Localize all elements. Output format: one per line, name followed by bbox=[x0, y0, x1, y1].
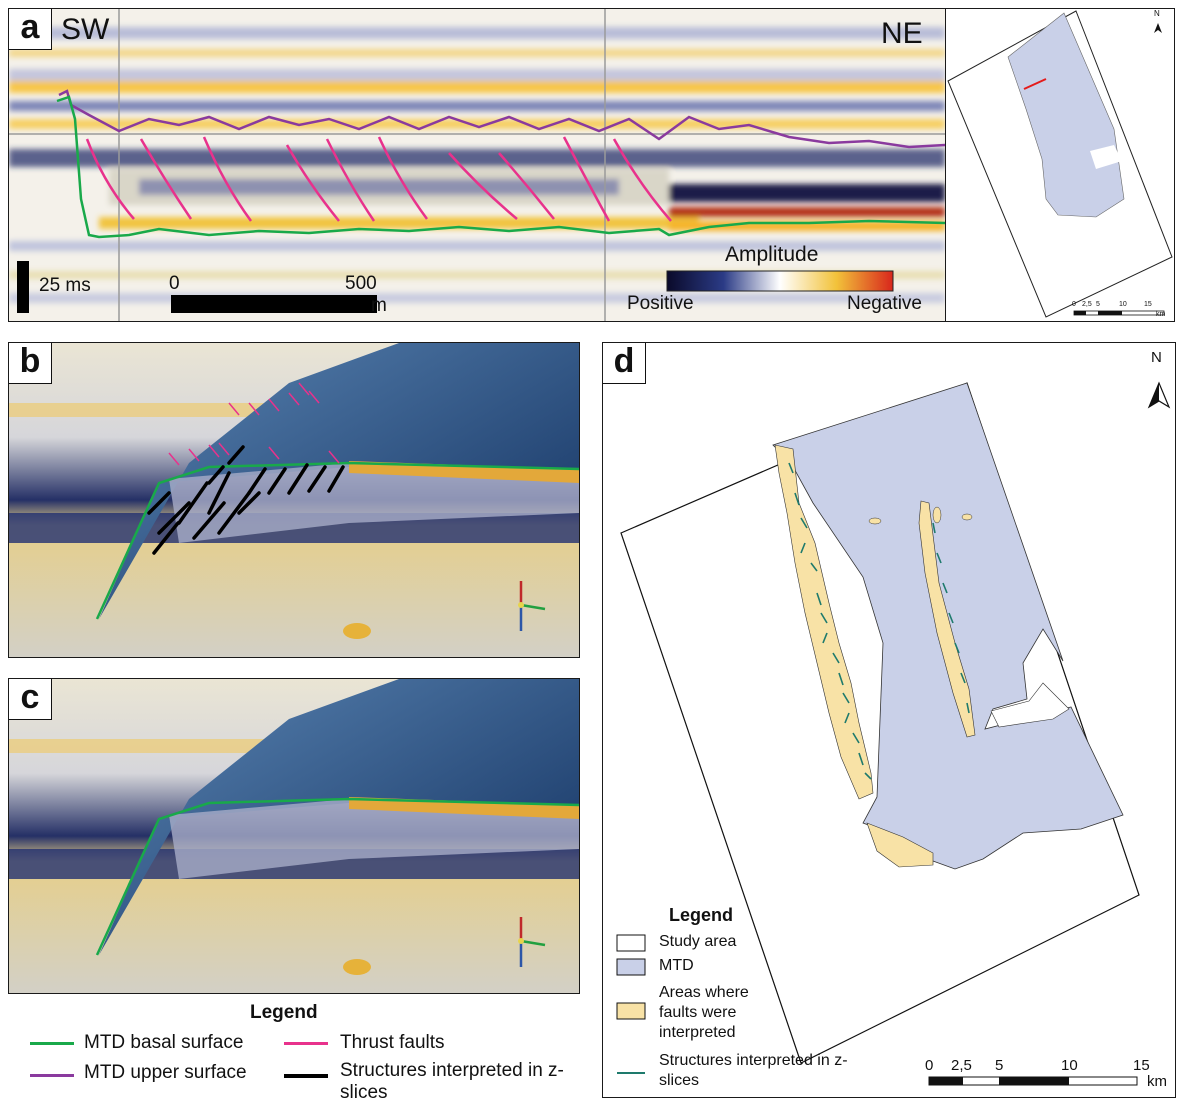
dist-scale-end: 500 bbox=[345, 273, 377, 294]
inset-scale-1: 2,5 bbox=[1082, 301, 1092, 308]
panel-d-legend-title: Legend bbox=[669, 905, 734, 925]
amplitude-low-label: Positive bbox=[627, 293, 694, 314]
panel-c: c bbox=[8, 678, 580, 994]
section-line bbox=[1023, 78, 1047, 90]
inset-scale-2: 5 bbox=[1096, 301, 1100, 308]
d-scale-unit: km bbox=[1147, 1073, 1167, 1090]
panel-b-3d-view bbox=[9, 343, 579, 657]
d-scale-3: 10 bbox=[1061, 1057, 1078, 1074]
d-scale-4: 15 bbox=[1133, 1057, 1150, 1074]
d-scale-1: 2,5 bbox=[951, 1057, 972, 1074]
legend-fault-areas-label: Areas where faults were interpreted bbox=[659, 984, 749, 1041]
legend-z-structures-label: Structures interpreted in z-slices bbox=[659, 1052, 848, 1089]
legend-study-area-label: Study area bbox=[659, 933, 737, 950]
d-scale-0: 0 bbox=[925, 1057, 934, 1074]
panel-a: a SW NE 25 ms 0 500 m Amplitude Positive… bbox=[8, 8, 946, 322]
legend-mtd-label: MTD bbox=[659, 957, 694, 974]
sw-label: SW bbox=[61, 13, 110, 46]
inset-north-label: N bbox=[1154, 9, 1160, 18]
panel-d-map bbox=[616, 381, 1171, 1086]
amplitude-high-label: Negative bbox=[847, 293, 922, 314]
fault-area-west bbox=[774, 444, 874, 800]
time-scale-label: 25 ms bbox=[39, 275, 91, 296]
legend-bc: Legend MTD basal surface MTD upper surfa… bbox=[0, 998, 590, 1106]
inset-scale-unit: km bbox=[1156, 311, 1166, 318]
panel-d-north-label: N bbox=[1151, 349, 1162, 366]
legend-basal-swatch bbox=[30, 1042, 74, 1045]
inset-scale-0: 0 bbox=[1072, 301, 1076, 308]
dist-scale-start: 0 bbox=[169, 273, 180, 294]
panel-c-3d-view bbox=[9, 679, 579, 993]
seismic-section bbox=[9, 9, 945, 321]
inset-scale-3: 10 bbox=[1119, 301, 1127, 308]
panel-b: b bbox=[8, 342, 580, 658]
panel-d: d N Legend Study area MTD Areas where fa… bbox=[602, 342, 1176, 1098]
legend-upper-swatch bbox=[30, 1074, 74, 1077]
panel-c-tag: c bbox=[9, 679, 52, 720]
thrust-faults bbox=[85, 136, 672, 222]
legend-structures-swatch bbox=[284, 1074, 328, 1078]
inset-map: N 0 2,5 5 10 15 km bbox=[945, 8, 1175, 322]
panel-d-tag: d bbox=[603, 343, 646, 384]
panel-a-tag: a bbox=[9, 9, 52, 50]
panel-b-tag: b bbox=[9, 343, 52, 384]
legend-thrust-label: Thrust faults bbox=[340, 1032, 445, 1053]
legend-upper-label: MTD upper surface bbox=[84, 1062, 247, 1083]
fault-area-central bbox=[918, 500, 976, 738]
inset-scale-4: 15 bbox=[1144, 301, 1152, 308]
d-scale-2: 5 bbox=[995, 1057, 1004, 1074]
legend-thrust-swatch bbox=[284, 1042, 328, 1045]
amplitude-title: Amplitude bbox=[725, 243, 819, 266]
legend-bc-title: Legend bbox=[250, 1002, 318, 1023]
ne-label: NE bbox=[881, 17, 923, 50]
legend-structures-label: Structures interpreted in z-slices bbox=[340, 1060, 564, 1103]
basal-surface-line bbox=[56, 95, 945, 239]
dist-scale-unit: m bbox=[371, 295, 387, 316]
legend-basal-label: MTD basal surface bbox=[84, 1032, 244, 1053]
upper-surface-line bbox=[58, 89, 945, 149]
